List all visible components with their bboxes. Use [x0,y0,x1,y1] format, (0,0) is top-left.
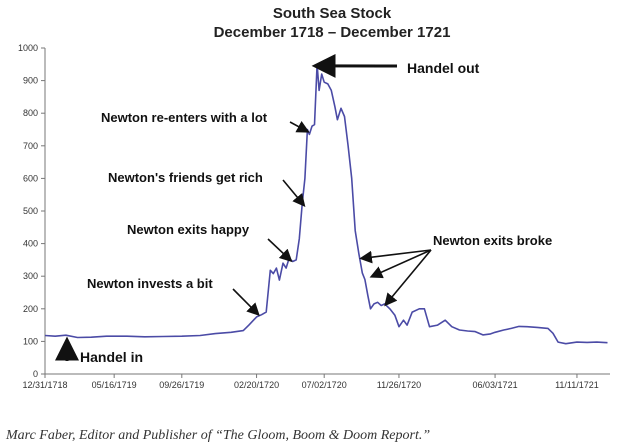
y-tick-label: 700 [23,141,38,151]
x-tick-label: 05/16/1719 [92,380,137,390]
annotation-label: Handel out [407,60,480,76]
x-tick-label: 12/31/1718 [22,380,67,390]
source-caption: Marc Faber, Editor and Publisher of “The… [6,428,431,443]
y-tick-label: 800 [23,108,38,118]
x-tick-label: 02/20/1720 [234,380,279,390]
plot-area [44,63,608,345]
annotation-arrow [267,238,293,263]
y-tick-label: 200 [23,304,38,314]
series-line [44,63,608,345]
chart-subtitle: December 1718 – December 1721 [214,24,451,41]
y-tick-label: 600 [23,173,38,183]
y-tick-label: 400 [23,239,38,249]
annotation-label: Newton invests a bit [87,276,213,291]
y-tick-label: 0 [33,369,38,379]
y-tick-label: 500 [23,206,38,216]
y-tick-label: 1000 [18,43,38,53]
annotation-label: Newton exits broke [433,233,552,248]
annotation-label: Handel in [80,349,143,365]
chart-title: South Sea Stock [273,5,392,22]
y-tick-label: 100 [23,336,38,346]
annotation-arrow [369,249,432,279]
annotation-label: Newton's friends get rich [108,170,263,185]
annotation-arrow [232,288,260,316]
x-tick-label: 11/26/1720 [377,380,421,390]
annotation-label: Newton exits happy [127,222,250,237]
annotation-arrow [359,249,432,264]
x-tick-label: 09/26/1719 [159,380,204,390]
x-tick-label: 07/02/1720 [302,380,347,390]
annotation-label: Newton re-enters with a lot [101,110,268,125]
y-tick-label: 900 [23,76,38,86]
chart-annotations: Handel in Newton invests a bit Newton exit… [55,53,552,365]
annotation-arrow [289,120,310,133]
chart-axes: 0 100 200 300 400 500 600 700 800 900 1000 12/31/17… [18,43,610,390]
x-tick-label: 11/11/1721 [555,380,599,390]
y-tick-label: 300 [23,271,38,281]
annotation-arrow [384,249,432,307]
annotation-arrow [282,179,306,207]
x-tick-label: 06/03/1721 [473,380,518,390]
